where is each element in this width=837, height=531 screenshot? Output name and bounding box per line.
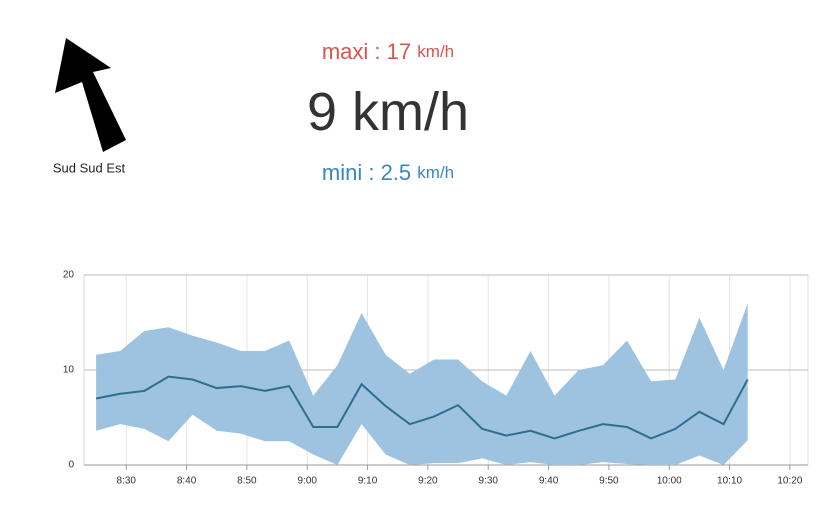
current-value: 9 — [307, 82, 337, 142]
x-tick-label: 9:00 — [297, 476, 317, 487]
wind-arrow — [55, 38, 126, 152]
x-tick-label: 9:20 — [418, 476, 438, 487]
min-value: 2.5 — [381, 160, 412, 185]
x-tick-label: 8:30 — [116, 476, 136, 487]
x-tick-label: 9:30 — [478, 476, 498, 487]
chart: 8:30 8:40 8:50 9:00 9:10 9:20 9:30 9:40 9:50 10:0… — [63, 270, 809, 487]
min-unit: km/h — [417, 163, 454, 182]
x-tick-label: 8:40 — [177, 476, 197, 487]
x-tick-label: 10:00 — [657, 476, 682, 487]
min-label: mini : — [322, 160, 375, 185]
current-unit: km/h — [352, 82, 469, 142]
max-unit: km/h — [417, 42, 454, 61]
mean-line — [95, 375, 749, 440]
min-speed: mini : 2.5 km/h — [322, 160, 454, 185]
x-tick-label: 10:10 — [717, 476, 742, 487]
max-speed: maxi : 17 km/h — [322, 39, 454, 64]
range-band — [96, 303, 748, 465]
y-tick-label: 0 — [68, 460, 74, 471]
y-tick-label: 10 — [63, 365, 75, 376]
x-tick-label: 9:10 — [358, 476, 378, 487]
x-tick-label: 9:40 — [539, 476, 559, 487]
direction-label: Sud Sud Est — [53, 160, 126, 175]
max-value: 17 — [387, 39, 411, 64]
max-label: maxi : — [322, 39, 381, 64]
x-tick-label: 10:20 — [777, 476, 802, 487]
x-tick-label: 8:50 — [237, 476, 257, 487]
x-tick-label: 9:50 — [599, 476, 619, 487]
y-tick-label: 20 — [63, 270, 75, 281]
current-speed: 9 km/h — [307, 82, 469, 142]
